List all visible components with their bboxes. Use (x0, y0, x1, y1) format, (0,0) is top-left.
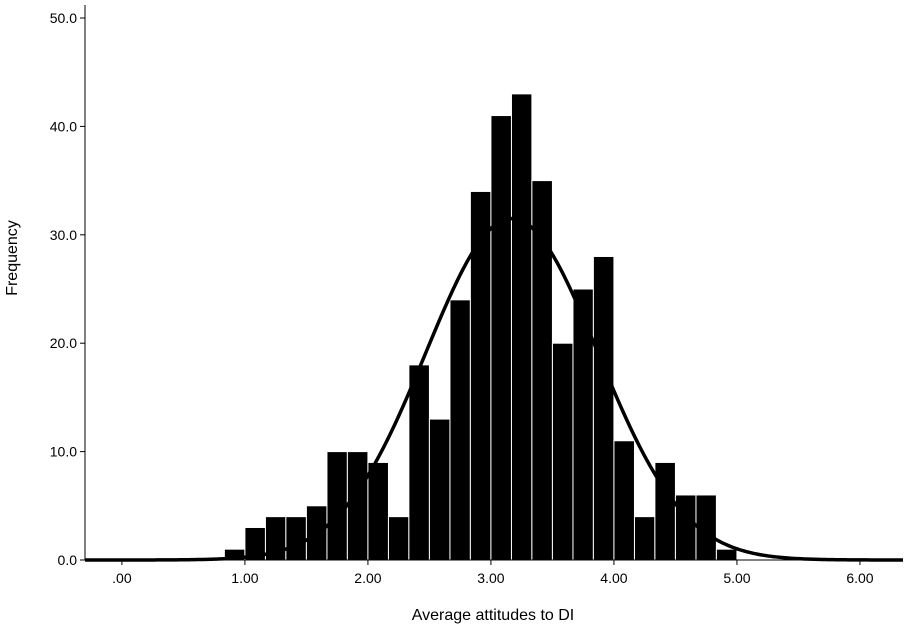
x-tick-label: .00 (112, 570, 132, 586)
histogram-bar (572, 288, 594, 561)
y-tick-label: 0.0 (58, 552, 78, 568)
histogram-bar (674, 494, 697, 561)
histogram-bar (510, 93, 533, 561)
x-tick-label: 1.00 (231, 570, 258, 586)
histogram-bar (613, 440, 635, 561)
y-tick-label: 30.0 (50, 227, 77, 243)
x-tick-label: 6.00 (846, 570, 873, 586)
histogram-bar (367, 461, 389, 561)
histogram-bar (387, 516, 410, 561)
histogram-bar (715, 548, 738, 561)
x-axis-title: Average attitudes to DI (412, 607, 574, 624)
histogram-bar (408, 364, 430, 561)
x-tick-label: 3.00 (477, 570, 504, 586)
y-tick-label: 10.0 (50, 444, 77, 460)
x-axis-ticks: .00 1.00 2.00 3.00 4.00 5.00 6.00 (112, 560, 874, 586)
histogram-bar (551, 342, 574, 561)
y-tick-label: 50.0 (50, 10, 77, 26)
y-tick-label: 20.0 (50, 335, 77, 351)
histogram-bar (428, 418, 451, 561)
histogram-bar (326, 451, 348, 561)
y-axis-title: Frequency (4, 220, 21, 296)
histogram-bar (490, 115, 512, 561)
y-axis-ticks: 0.0 10.0 20.0 30.0 40.0 50.0 (50, 10, 85, 568)
x-tick-label: 5.00 (723, 570, 750, 586)
histogram-bar (469, 190, 492, 561)
y-tick-label: 40.0 (50, 118, 77, 134)
histogram-bar (346, 451, 369, 561)
histogram-bar (633, 516, 656, 561)
histogram-bar (285, 516, 307, 561)
x-tick-label: 2.00 (354, 570, 381, 586)
bars-group (223, 93, 738, 561)
x-tick-label: 4.00 (600, 570, 627, 586)
histogram-bar (449, 299, 471, 561)
normal-curve (85, 216, 903, 562)
histogram-bar (592, 255, 615, 561)
